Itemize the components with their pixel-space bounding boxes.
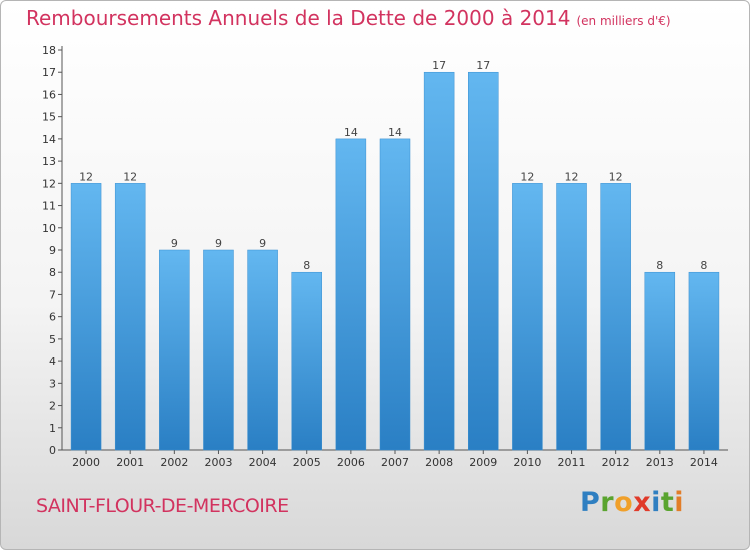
bar-2014: [688, 271, 720, 451]
x-tick-label: 2010: [513, 456, 541, 469]
x-tick-label: 2004: [249, 456, 277, 469]
proxiti-logo: Proxiti: [580, 487, 684, 518]
y-tick-label: 14: [42, 133, 56, 146]
bar-value-label: 17: [432, 59, 446, 72]
logo-letter: i: [674, 487, 685, 518]
y-tick-label: 0: [49, 444, 56, 457]
y-tick-label: 7: [49, 288, 56, 301]
x-tick-label: 2013: [646, 456, 674, 469]
bar-2001: [114, 183, 146, 451]
bar-value-label: 8: [303, 259, 310, 272]
x-tick-label: 2000: [72, 456, 100, 469]
bar-value-label: 14: [344, 126, 358, 139]
bar-value-label: 12: [565, 170, 579, 183]
bar-value-label: 8: [700, 259, 707, 272]
y-tick-label: 11: [42, 200, 56, 213]
bar-2009: [468, 71, 499, 451]
y-tick-label: 10: [42, 222, 56, 235]
x-tick-label: 2012: [602, 456, 630, 469]
x-tick-label: 2006: [337, 456, 365, 469]
bar-2006: [335, 138, 367, 451]
x-tick-label: 2003: [204, 456, 232, 469]
x-tick-label: 2008: [425, 456, 453, 469]
x-tick-label: 2005: [293, 456, 321, 469]
bar-2005: [291, 271, 322, 451]
y-tick-label: 3: [49, 377, 56, 390]
bar-2008: [423, 71, 455, 451]
bar-value-label: 9: [215, 237, 222, 250]
bar-value-label: 12: [520, 170, 534, 183]
y-tick-label: 12: [42, 177, 56, 190]
bar-2012: [600, 183, 631, 451]
bar-2004: [247, 249, 278, 451]
logo-letter: x: [633, 487, 652, 518]
bar-2002: [159, 249, 190, 451]
bar-value-label: 8: [656, 259, 663, 272]
y-tick-label: 16: [42, 88, 56, 101]
y-tick-label: 4: [49, 355, 56, 368]
bar-value-label: 9: [259, 237, 266, 250]
y-tick-label: 2: [49, 400, 56, 413]
x-tick-label: 2014: [690, 456, 718, 469]
y-tick-label: 13: [42, 155, 56, 168]
x-tick-label: 2011: [558, 456, 586, 469]
y-tick-label: 18: [42, 44, 56, 57]
bar-2000: [70, 183, 102, 451]
bar-value-label: 9: [171, 237, 178, 250]
x-tick-label: 2009: [469, 456, 497, 469]
chart-unit-label: (en milliers d'€): [576, 14, 671, 28]
bar-2007: [379, 138, 411, 451]
bar-2011: [556, 183, 587, 451]
y-tick-label: 5: [49, 333, 56, 346]
bar-value-label: 17: [476, 59, 490, 72]
x-tick-label: 2001: [116, 456, 144, 469]
bar-2013: [644, 271, 676, 451]
commune-name: SAINT-FLOUR-DE-MERCOIRE: [36, 495, 289, 517]
bar-value-label: 12: [123, 170, 137, 183]
y-tick-label: 6: [49, 311, 56, 324]
logo-letter: i: [651, 487, 661, 518]
chart-value-labels: 12 12 9 9 9 8 14 14 17 17 12 12 12 8 8: [79, 59, 707, 272]
bar-2003: [203, 249, 234, 451]
y-tick-label: 17: [42, 66, 56, 79]
bar-2010: [512, 183, 543, 451]
chart-title-text: Remboursements Annuels de la Dette de 20…: [26, 6, 571, 30]
bar-value-label: 12: [79, 170, 93, 183]
logo-letter: t: [660, 487, 675, 518]
chart-bars: [70, 71, 720, 451]
bar-value-label: 12: [609, 170, 623, 183]
y-tick-label: 9: [49, 244, 56, 257]
y-tick-label: 8: [49, 266, 56, 279]
y-tick-label: 1: [49, 422, 56, 435]
x-tick-label: 2007: [381, 456, 409, 469]
y-tick-label: 15: [42, 111, 56, 124]
x-tick-label: 2002: [160, 456, 188, 469]
logo-letter: r: [600, 487, 615, 518]
logo-letter: o: [614, 487, 634, 518]
logo-letter: P: [580, 487, 601, 518]
chart-title: Remboursements Annuels de la Dette de 20…: [26, 6, 671, 30]
bar-value-label: 14: [388, 126, 402, 139]
